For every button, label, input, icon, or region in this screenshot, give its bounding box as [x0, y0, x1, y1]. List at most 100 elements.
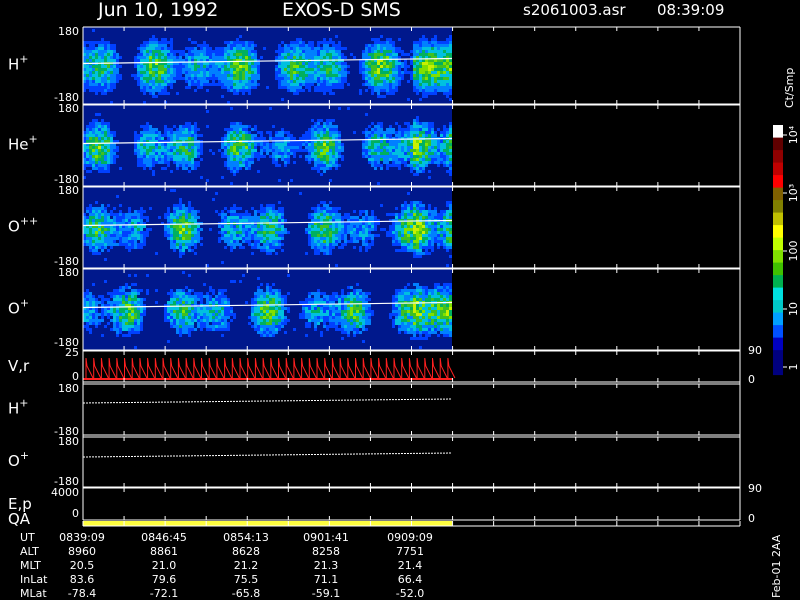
spectrogram-cell — [182, 252, 185, 255]
spectrogram-cell — [365, 59, 368, 62]
spectrogram-cell — [404, 140, 407, 143]
spectrogram-cell — [242, 216, 245, 219]
spectrogram-cell — [92, 125, 95, 128]
spectrogram-cell — [242, 77, 245, 80]
spectrogram-cell — [437, 80, 440, 83]
spectrogram-cell — [257, 225, 260, 228]
spectrogram-cell — [128, 213, 131, 216]
spectrogram-cell — [95, 307, 98, 310]
spectrogram-cell — [230, 50, 233, 53]
spectrogram-cell — [335, 152, 338, 155]
spectrogram-cell — [344, 213, 347, 216]
spectrogram-cell — [182, 295, 185, 298]
spectrogram-cell — [341, 83, 344, 86]
spectrogram-cell — [107, 146, 110, 149]
spectrogram-cell — [320, 167, 323, 170]
spectrogram-cell — [92, 231, 95, 234]
spectrogram-cell — [224, 164, 227, 167]
spectrogram-cell — [380, 56, 383, 59]
spectrogram-cell — [179, 161, 182, 164]
spectrogram-cell — [149, 68, 152, 71]
spectrogram-cell — [404, 122, 407, 125]
spectrogram-cell — [101, 152, 104, 155]
spectrogram-cell — [251, 246, 254, 249]
spectrogram-cell — [425, 152, 428, 155]
spectrogram-cell — [365, 89, 368, 92]
spectrogram-cell — [380, 44, 383, 47]
spectrogram-cell — [365, 240, 368, 243]
spectrogram-cell — [239, 65, 242, 68]
spectrogram-cell — [98, 155, 101, 158]
spectrogram-cell — [266, 204, 269, 207]
spectrogram-cell — [137, 301, 140, 304]
spectrogram-cell — [227, 56, 230, 59]
spectrogram-cell — [95, 304, 98, 307]
spectrogram-cell — [206, 325, 209, 328]
spectrogram-cell — [245, 219, 248, 222]
spectrogram-cell — [416, 231, 419, 234]
spectrogram-cell — [410, 207, 413, 210]
spectrogram-cell — [449, 89, 452, 92]
spectrogram-cell — [125, 213, 128, 216]
spectrogram-cell — [329, 83, 332, 86]
spectrogram-cell — [320, 207, 323, 210]
spectrogram-cell — [95, 92, 98, 95]
spectrogram-cell — [317, 77, 320, 80]
spectrogram-cell — [392, 231, 395, 234]
spectrogram-cell — [230, 237, 233, 240]
spectrogram-cell — [155, 86, 158, 89]
spectrogram-cell — [239, 44, 242, 47]
spectrogram-cell — [284, 83, 287, 86]
spectrogram-cell — [401, 237, 404, 240]
spectrogram-cell — [377, 219, 380, 222]
spectrogram-cell — [179, 252, 182, 255]
spectrogram-cell — [116, 213, 119, 216]
spectrogram-cell — [320, 243, 323, 246]
spectrogram-cell — [317, 71, 320, 74]
spectrogram-cell — [344, 231, 347, 234]
spectrogram-cell — [179, 243, 182, 246]
spectrogram-cell — [338, 80, 341, 83]
spectrogram-cell — [113, 83, 116, 86]
spectrogram-cell — [179, 216, 182, 219]
spectrogram-cell — [122, 289, 125, 292]
spectrogram-cell — [317, 204, 320, 207]
spectrogram-cell — [119, 325, 122, 328]
spectrogram-cell — [182, 143, 185, 146]
spectrogram-cell — [344, 243, 347, 246]
spectrogram-cell — [449, 35, 452, 38]
spectrogram-cell — [338, 134, 341, 137]
spectrogram-cell — [185, 62, 188, 65]
spectrogram-cell — [287, 74, 290, 77]
spectrogram-cell — [317, 44, 320, 47]
spectrogram-cell — [425, 231, 428, 234]
spectrogram-cell — [230, 219, 233, 222]
spectrogram-cell — [392, 158, 395, 161]
spectrogram-cell — [371, 240, 374, 243]
spectrogram-cell — [134, 346, 137, 349]
spectrogram-cell — [194, 50, 197, 53]
spectrogram-cell — [398, 231, 401, 234]
spectrogram-cell — [395, 161, 398, 164]
spectrogram-cell — [149, 56, 152, 59]
spectrogram-cell — [89, 243, 92, 246]
spectrogram-cell — [173, 301, 176, 304]
spectrogram-cell — [449, 170, 452, 173]
spectrogram-cell — [365, 216, 368, 219]
spectrogram-cell — [146, 149, 149, 152]
spectrogram-cell — [419, 125, 422, 128]
spectrogram-cell — [146, 231, 149, 234]
spectrogram-cell — [143, 313, 146, 316]
spectrogram-cell — [206, 44, 209, 47]
spectrogram-cell — [224, 289, 227, 292]
spectrogram-cell — [140, 65, 143, 68]
spectrogram-cell — [392, 243, 395, 246]
spectrogram-cell — [446, 231, 449, 234]
spectrogram-cell — [221, 298, 224, 301]
spectrogram-cell — [224, 216, 227, 219]
spectrogram-cell — [137, 74, 140, 77]
spectrogram-cell — [194, 89, 197, 92]
spectrogram-cell — [362, 59, 365, 62]
spectrogram-cell — [146, 56, 149, 59]
spectrogram-cell — [422, 50, 425, 53]
